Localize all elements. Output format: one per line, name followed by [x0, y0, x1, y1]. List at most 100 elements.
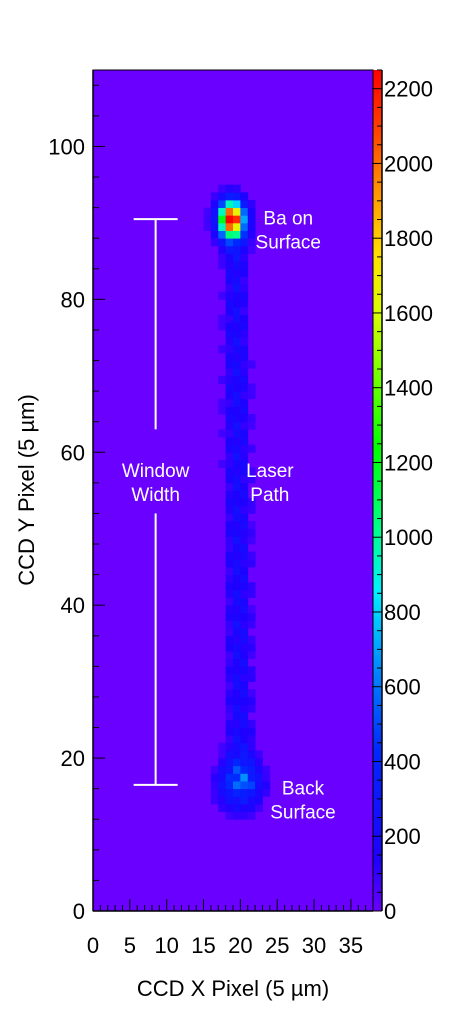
heatmap-cell	[225, 528, 234, 537]
heatmap-cell	[218, 199, 227, 209]
heatmap-cell	[233, 735, 241, 744]
heatmap-cell	[240, 704, 249, 713]
annotation-0: Ba on Surface	[256, 209, 321, 254]
heatmap-cell	[240, 360, 249, 369]
heatmap-cell	[218, 429, 227, 438]
heatmap-cell	[225, 398, 234, 407]
heatmap-cell	[233, 651, 241, 660]
heatmap-cell	[218, 803, 227, 813]
heatmap-cell	[240, 620, 249, 629]
heatmap-cell	[233, 544, 241, 553]
colorbar-tick-label: 2200	[384, 77, 433, 102]
colorbar-tick-label: 1000	[384, 525, 433, 550]
heatmap-cell	[225, 192, 234, 201]
heatmap-cell	[233, 391, 241, 400]
heatmap-cell	[225, 436, 234, 446]
heatmap-cell	[233, 192, 241, 201]
heatmap-cell	[240, 467, 249, 476]
heatmap-cell	[233, 215, 241, 224]
heatmap-cell	[210, 230, 219, 239]
heatmap-cell	[233, 696, 241, 705]
heatmap-cell	[218, 773, 227, 782]
heatmap-cell	[262, 765, 271, 774]
heatmap-cell	[233, 421, 241, 430]
colorbar-tick-label: 1200	[384, 450, 433, 475]
heatmap-cell	[225, 811, 234, 820]
heatmap-cell	[225, 582, 234, 591]
heatmap-cell	[247, 551, 256, 560]
heatmap-cell	[210, 765, 219, 774]
heatmap-cell	[203, 222, 212, 231]
heatmap-cell	[225, 765, 234, 774]
heatmap-cell	[240, 735, 249, 744]
heatmap-cell	[240, 521, 249, 530]
heatmap-cell	[262, 781, 271, 790]
heatmap-cell	[233, 803, 241, 813]
heatmap-cell	[247, 391, 256, 400]
heatmap-cell	[240, 773, 249, 782]
heatmap-cell	[240, 589, 249, 598]
heatmap-cell	[218, 192, 227, 201]
heatmap-cell	[233, 574, 241, 583]
annotation-line: Path	[250, 485, 289, 506]
heatmap-cell	[247, 788, 256, 797]
heatmap-cell	[233, 498, 241, 507]
heatmap-cell	[255, 788, 263, 797]
heatmap-cell	[233, 322, 241, 331]
heatmap-cell	[247, 612, 256, 621]
annotation-line: Surface	[256, 233, 321, 254]
y-tick-label: 20	[61, 746, 85, 771]
x-tick-label: 25	[265, 933, 289, 958]
annotation-3: Window Width	[122, 461, 190, 506]
heatmap-cell	[233, 299, 241, 308]
heatmap-cell	[218, 222, 227, 231]
heatmap-cell	[247, 643, 256, 652]
heatmap-cell	[240, 719, 249, 728]
heatmap-cell	[225, 673, 234, 683]
heatmap-cell	[233, 536, 241, 545]
annotation-1: Laser Path	[246, 461, 294, 506]
heatmap-cell	[233, 788, 241, 797]
heatmap-cell	[247, 559, 256, 568]
heatmap-cell	[225, 788, 234, 797]
heatmap-cell	[233, 781, 241, 790]
heatmap-cell	[240, 429, 249, 438]
heatmap-cell	[255, 803, 263, 813]
heatmap-cell	[225, 620, 234, 629]
heatmap-cell	[233, 414, 241, 423]
heatmap-cell	[247, 199, 256, 209]
heatmap-cell	[240, 406, 249, 415]
heatmap-cell	[240, 612, 249, 621]
colorbar-tick-label: 1400	[384, 376, 433, 401]
heatmap-cell	[240, 803, 249, 813]
heatmap-cell	[233, 398, 241, 407]
x-tick-label: 20	[228, 933, 252, 958]
heatmap-cell	[247, 207, 256, 216]
heatmap-cell	[240, 291, 249, 300]
heatmap-cell	[233, 307, 241, 316]
heatmap-cell	[233, 329, 241, 338]
heatmap-cell	[240, 398, 249, 407]
heatmap-cell	[255, 750, 263, 759]
heatmap-cell	[218, 245, 227, 254]
heatmap-cell	[233, 727, 241, 736]
heatmap-cell	[240, 322, 249, 331]
heatmap-cell	[225, 199, 234, 209]
heatmap-cell	[203, 215, 212, 224]
heatmap-cell	[233, 628, 241, 637]
heatmap-cell	[255, 796, 263, 805]
heatmap-cell	[233, 207, 241, 216]
heatmap-cell	[247, 414, 256, 423]
y-axis-title: CCD Y Pixel (5 µm)	[14, 394, 39, 586]
heatmap-cell	[218, 322, 227, 331]
heatmap-cell	[203, 207, 212, 216]
heatmap-cell	[240, 307, 249, 316]
heatmap-cell	[255, 758, 263, 767]
heatmap-cell	[225, 421, 234, 430]
heatmap-cell	[225, 368, 234, 377]
heatmap-cell	[247, 727, 256, 736]
heatmap-cell	[233, 796, 241, 805]
heatmap-cell	[240, 781, 249, 790]
heatmap-cell	[233, 773, 241, 782]
